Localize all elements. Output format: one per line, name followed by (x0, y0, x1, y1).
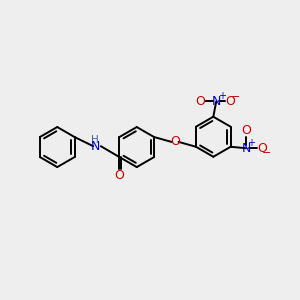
Text: O: O (195, 95, 205, 108)
Text: O: O (170, 135, 180, 148)
Text: O: O (257, 142, 267, 155)
Text: −: − (231, 92, 240, 102)
Text: H: H (91, 135, 99, 145)
Text: N: N (90, 140, 100, 153)
Text: O: O (115, 169, 124, 182)
Text: −: − (262, 148, 271, 158)
Text: O: O (225, 95, 235, 108)
Text: O: O (241, 124, 251, 137)
Text: +: + (218, 92, 226, 101)
Text: N: N (212, 95, 221, 108)
Text: +: + (247, 138, 255, 148)
Text: N: N (241, 142, 250, 155)
